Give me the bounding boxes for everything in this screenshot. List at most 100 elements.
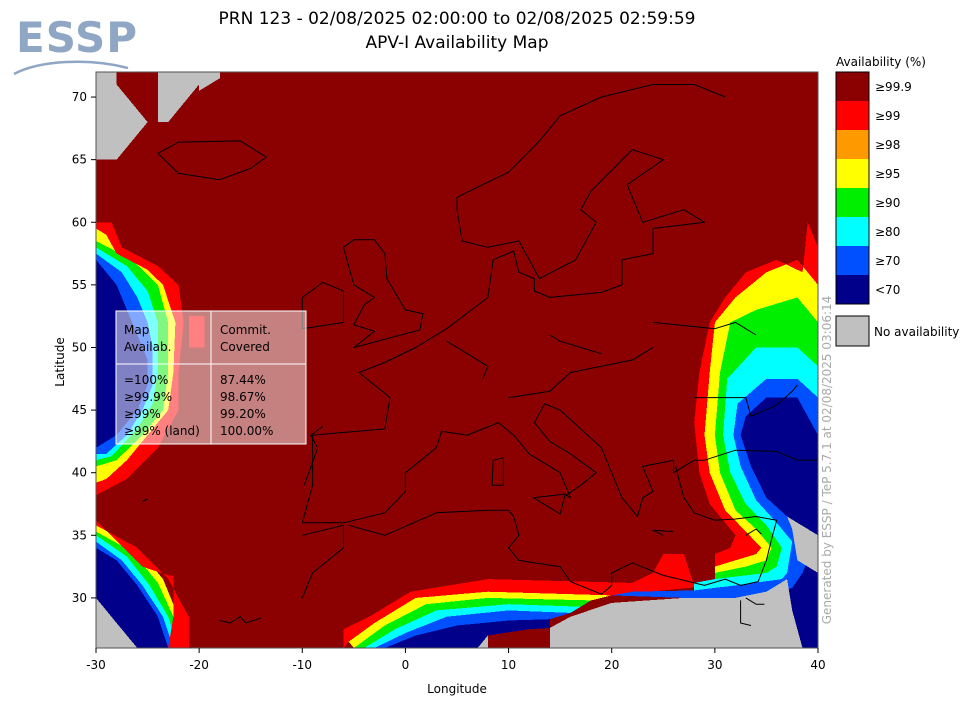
logo-text: ESSP: [16, 13, 138, 62]
map-plot-area: [96, 72, 818, 648]
availability-region-17: [374, 610, 571, 648]
coastline-10: [694, 384, 798, 417]
y-tick-label-60: 60: [72, 215, 87, 229]
y-tick-label-70: 70: [72, 90, 87, 104]
legend-label-1: ≥99: [875, 109, 900, 123]
coastline-21: [740, 600, 752, 626]
legend-label-3: ≥95: [875, 167, 900, 181]
legend-label-5: ≥80: [875, 225, 900, 239]
y-axis: 30 35 40 45 50 55 60 65 70: [72, 90, 96, 605]
coastline-20: [745, 597, 765, 605]
x-tick-label--20: -20: [189, 658, 209, 672]
availability-region-10: [96, 541, 174, 648]
coastline-8: [533, 493, 566, 515]
legend-swatch-0: [836, 72, 869, 101]
chart-title: PRN 123 - 02/08/2025 02:00:00 to 02/08/2…: [219, 9, 696, 29]
x-tick-label-30: 30: [707, 658, 722, 672]
availability-region-20: [348, 591, 612, 648]
legend-swatch-3: [836, 159, 869, 188]
legend-no-availability-label: No availability: [874, 325, 959, 339]
availability-region-18: [364, 604, 581, 648]
coastline-0: [301, 84, 726, 523]
x-tick-label-0: 0: [402, 658, 410, 672]
essp-logo: ESSP: [13, 13, 138, 76]
availability-region-27: [694, 222, 818, 567]
summary-rows: =100% 87.44% ≥99.9% 98.67% ≥99% 99.20% ≥99% (l…: [124, 373, 273, 438]
coastline-2: [348, 466, 778, 595]
coastline-14: [652, 529, 674, 536]
y-tick-label-35: 35: [72, 528, 87, 542]
availability-region-9: [96, 547, 169, 648]
legend: ≥99.9 ≥99 ≥98 ≥95 ≥90 ≥80 ≥70 <70: [835, 71, 912, 305]
coastline-11: [301, 524, 344, 599]
availability-region-22: [570, 397, 818, 648]
legend-swatch-7: [836, 275, 869, 304]
x-tick-label--30: -30: [86, 658, 106, 672]
legend-label-2: ≥98: [875, 138, 900, 152]
summary-row-1-map-availab: ≥99.9%: [124, 390, 172, 404]
summary-row-3-commit-covered: 100.00%: [220, 424, 273, 438]
x-tick-label-10: 10: [501, 658, 516, 672]
coastline-17: [446, 340, 489, 379]
coastline-16: [508, 347, 654, 399]
availability-region-14: [96, 520, 189, 648]
chart-subtitle: APV-I Availability Map: [365, 33, 548, 53]
legend-label-0: ≥99.9: [875, 80, 912, 94]
generated-by-note: Generated by ESSP / TeP 5.7.1 at 02/08/2…: [820, 296, 834, 625]
y-tick-label-55: 55: [72, 278, 87, 292]
availability-region-4: [96, 247, 158, 461]
coastline-13: [142, 498, 148, 502]
x-tick-label-40: 40: [810, 658, 825, 672]
summary-table: Map Availab. Commit. Covered =100% 87.44% ≥9…: [115, 310, 307, 445]
y-tick-label-65: 65: [72, 153, 87, 167]
y-tick-label-40: 40: [72, 466, 87, 480]
x-axis: -30 -20 -10 0 10 20 30 40: [86, 648, 826, 672]
coastline-12: [219, 616, 262, 624]
coastline-15: [745, 528, 762, 536]
y-tick-label-45: 45: [72, 403, 87, 417]
legend-no-availability-swatch: [835, 315, 870, 347]
summary-row-0-map-availab: =100%: [124, 373, 168, 387]
plot-frame: [95, 71, 819, 649]
availability-region-19: [353, 597, 592, 648]
coastline-1: [302, 403, 705, 524]
summary-header-map-availab: Map Availab.: [124, 323, 171, 354]
x-tick-label-20: 20: [604, 658, 619, 672]
summary-row-3-map-availab: ≥99% (land): [124, 424, 200, 438]
legend-swatch-5: [836, 217, 869, 246]
availability-region-1: [199, 72, 220, 91]
availability-region-29: [787, 516, 818, 573]
coastline-18: [549, 334, 602, 355]
coastline-5: [301, 281, 344, 330]
coastline-3: [303, 425, 324, 486]
summary-row-2-map-availab: ≥99%: [124, 407, 161, 421]
legend-title: Availability (%): [836, 55, 926, 69]
logo-swoosh: [13, 60, 129, 76]
coastline-9: [704, 449, 818, 461]
availability-region-28: [549, 579, 818, 648]
coastline-7: [491, 457, 504, 486]
summary-row-0-commit-covered: 87.44%: [220, 373, 266, 387]
x-tick-label--10: -10: [292, 658, 312, 672]
availability-region-0: [96, 72, 200, 160]
legend-label-4: ≥90: [875, 196, 900, 210]
availability-region-16: [384, 619, 550, 648]
y-tick-label-50: 50: [72, 340, 87, 354]
legend-swatch-4: [836, 188, 869, 217]
availability-region-25: [714, 297, 818, 580]
legend-swatch-2: [836, 130, 869, 159]
coastline-19: [652, 321, 757, 336]
legend-label-7: <70: [875, 283, 900, 297]
x-axis-label: Longitude: [427, 682, 487, 696]
summary-row-2-commit-covered: 99.20%: [220, 407, 266, 421]
availability-region-3: [96, 253, 153, 454]
coastline-overlay: [142, 84, 818, 626]
coastline-6: [157, 140, 267, 181]
legend-swatch-1: [836, 101, 869, 130]
availability-region-21: [343, 554, 715, 648]
legend-label-6: ≥70: [875, 254, 900, 268]
availability-region-23: [611, 378, 818, 598]
availability-region-26: [704, 259, 818, 573]
